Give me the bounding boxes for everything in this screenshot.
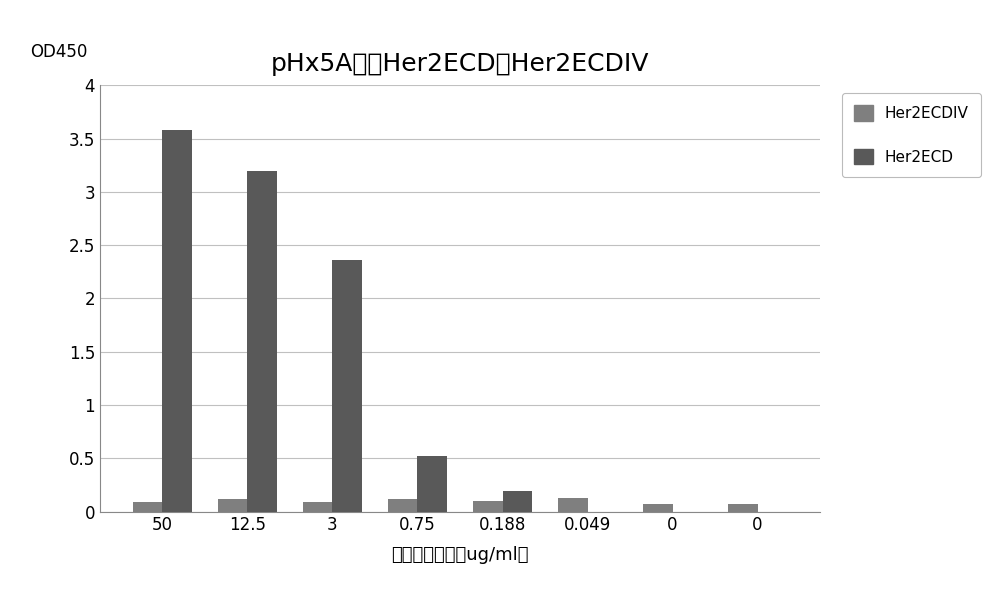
Bar (728, 504, 758, 512)
Bar (162, 130, 192, 512)
Bar (417, 456, 447, 512)
Bar (247, 171, 277, 512)
Bar (332, 260, 362, 512)
X-axis label: 包被抗原浓度（ug/ml）: 包被抗原浓度（ug/ml） (391, 546, 529, 563)
Bar (388, 499, 417, 512)
Title: pHx5A结合Her2ECD，Her2ECDIV: pHx5A结合Her2ECD，Her2ECDIV (271, 52, 649, 76)
Text: OD450: OD450 (30, 43, 87, 61)
Bar (558, 498, 588, 512)
Bar (503, 491, 532, 512)
Bar (133, 502, 162, 512)
Bar (643, 504, 673, 512)
Bar (218, 499, 247, 512)
Bar (303, 502, 332, 512)
Legend: Her2ECDIV, Her2ECD: Her2ECDIV, Her2ECD (842, 93, 981, 177)
Bar (473, 501, 503, 512)
